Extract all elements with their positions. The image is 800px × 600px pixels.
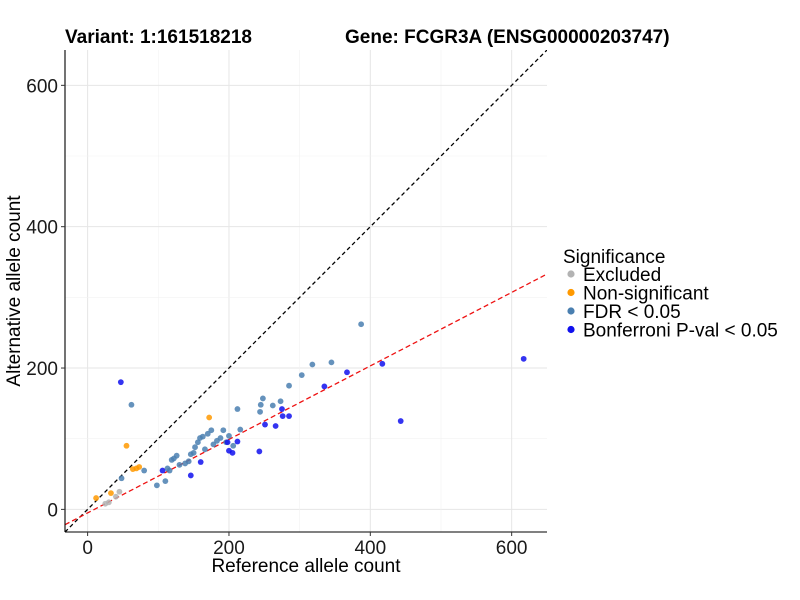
data-point: [159, 467, 166, 474]
legend-key: [567, 288, 575, 297]
data-point: [328, 359, 335, 366]
data-point: [208, 427, 215, 434]
data-point: [269, 402, 276, 409]
data-point: [234, 438, 241, 445]
reference-lines: [65, 50, 547, 532]
data-point: [202, 446, 208, 453]
data-point: [397, 418, 404, 424]
legend-key: [567, 307, 575, 315]
data-point: [176, 461, 183, 468]
data-point: [204, 430, 211, 437]
data-point: [229, 449, 236, 456]
data-point: [226, 432, 232, 439]
axes: [64, 50, 547, 533]
data-point: [262, 421, 268, 428]
x-tick-label: 400: [354, 538, 386, 559]
data-point: [197, 459, 204, 465]
fit-line: [65, 273, 547, 526]
data-point: [237, 426, 244, 433]
data-point: [117, 379, 124, 386]
title-gene: Gene: FCGR3A (ENSG00000203747): [345, 27, 670, 48]
x-tick-label: 0: [82, 538, 93, 559]
data-point: [210, 441, 217, 448]
identity-line: [65, 50, 547, 532]
data-point: [298, 372, 305, 379]
legend-label: Excluded: [583, 265, 661, 286]
data-point: [153, 482, 160, 489]
data-point: [185, 458, 192, 465]
data-point: [272, 423, 279, 429]
data-point: [309, 361, 316, 368]
data-point: [259, 395, 266, 402]
data-point: [162, 478, 169, 485]
data-point: [286, 382, 292, 389]
data-point: [112, 493, 119, 500]
x-tick-label: 200: [213, 538, 245, 559]
data-point: [279, 413, 286, 419]
data-point: [105, 499, 112, 506]
legend: Significance ExcludedNon-significantFDR …: [563, 247, 778, 342]
data-point: [279, 406, 285, 412]
data-point: [257, 401, 264, 408]
data-point: [136, 464, 143, 470]
data-point: [116, 488, 123, 495]
data-point: [277, 398, 284, 405]
data-point: [344, 369, 350, 376]
x-tick-label: 600: [496, 538, 528, 559]
data-point: [173, 452, 180, 459]
title-variant: Variant: 1:161518218: [65, 27, 252, 48]
legend-label: FDR < 0.05: [583, 302, 681, 323]
data-point: [286, 413, 292, 419]
y-tick-label: 400: [26, 218, 58, 239]
data-point: [192, 444, 198, 451]
data-points: [93, 321, 527, 507]
data-point: [93, 495, 99, 501]
legend-title: Significance: [563, 247, 665, 268]
x-axis-label: Reference allele count: [211, 556, 401, 577]
data-point: [321, 383, 328, 390]
data-point: [224, 439, 231, 446]
data-point: [118, 475, 125, 482]
data-point: [206, 414, 213, 421]
y-axis-label: Alternative allele count: [4, 195, 25, 387]
data-point: [230, 442, 237, 449]
legend-key: [567, 270, 575, 278]
data-point: [190, 449, 197, 456]
data-point: [257, 408, 263, 415]
ticks: 0 200 400 600 0 200 400 600: [26, 76, 527, 559]
data-point: [123, 442, 130, 449]
data-point: [199, 433, 206, 440]
data-point: [141, 467, 148, 474]
data-point: [166, 467, 173, 474]
data-point: [358, 321, 365, 328]
grid: [65, 50, 547, 532]
data-point: [256, 448, 263, 455]
data-point: [520, 355, 527, 362]
data-point: [128, 401, 135, 408]
y-tick-label: 0: [47, 500, 58, 521]
data-point: [217, 435, 224, 441]
data-point: [220, 427, 227, 434]
data-point: [379, 360, 386, 367]
y-tick-label: 600: [26, 76, 58, 97]
y-tick-label: 200: [26, 359, 58, 380]
legend-key: [567, 325, 575, 334]
data-point: [108, 490, 114, 497]
data-point: [234, 406, 241, 412]
legend-label: Bonferroni P-val < 0.05: [583, 321, 778, 342]
data-point: [187, 472, 194, 479]
legend-label: Non-significant: [583, 284, 709, 305]
